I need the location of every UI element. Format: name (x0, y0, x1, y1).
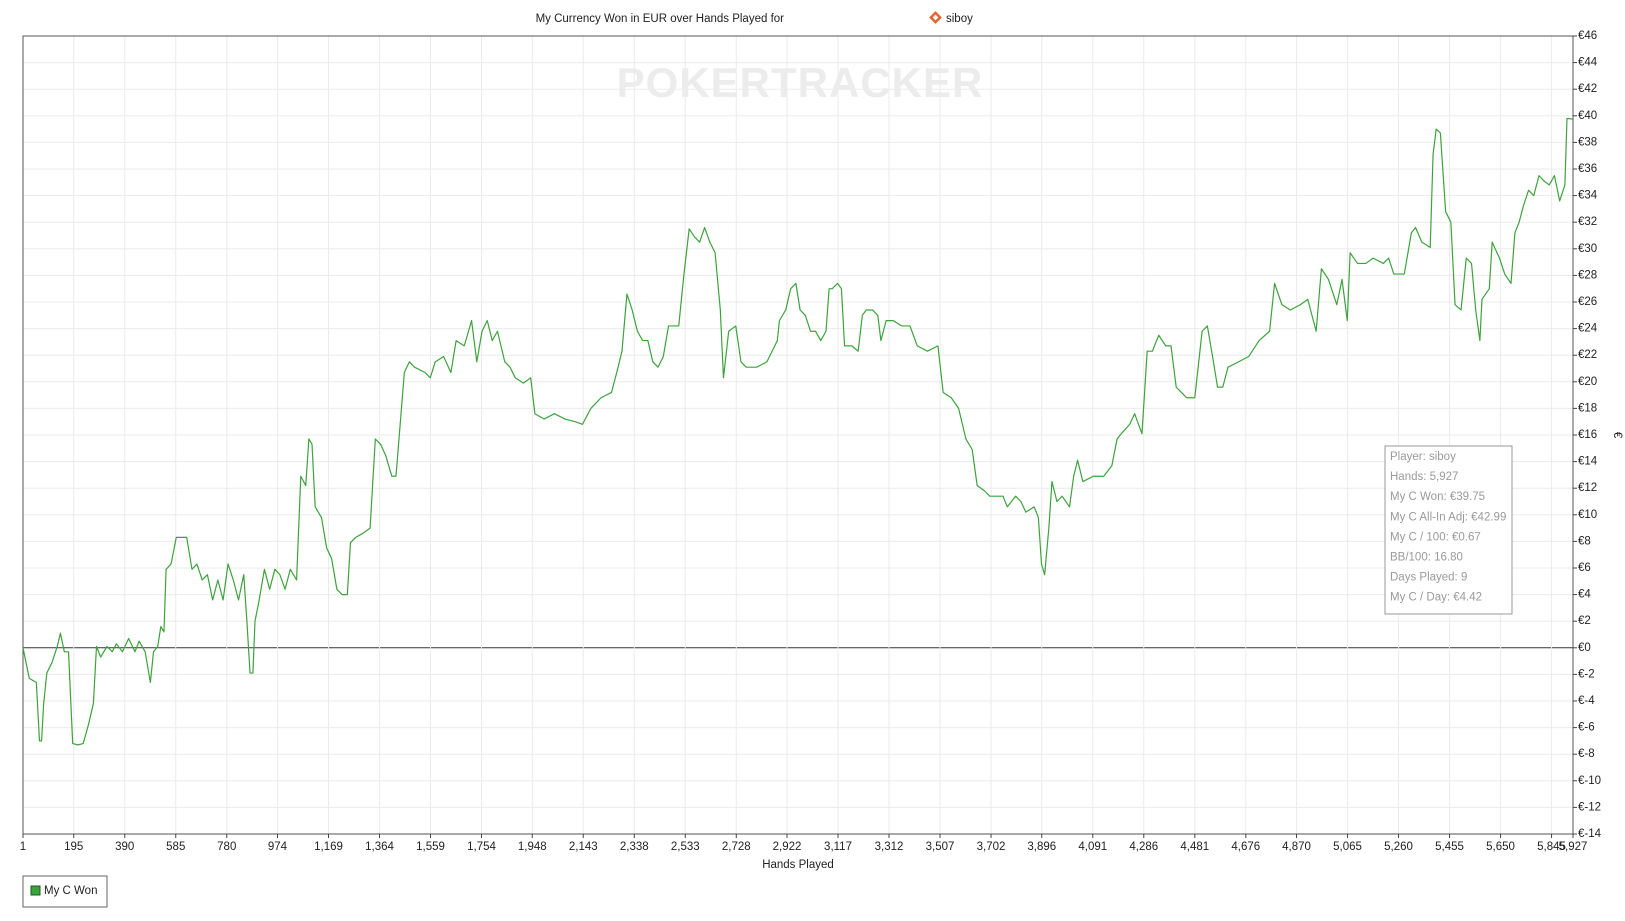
data-line (22, 117, 1574, 746)
y-tick-label: €12 (1578, 482, 1597, 494)
x-tick-label: 3,702 (977, 841, 1006, 853)
y-tick-label: €36 (1578, 163, 1597, 175)
x-tick-label: 5,260 (1384, 841, 1413, 853)
y-tick-label: €2 (1578, 615, 1591, 627)
y-tick-label: €44 (1578, 57, 1598, 69)
x-axis-label: Hands Played (762, 859, 834, 871)
y-tick-label: €-10 (1578, 775, 1601, 787)
y-tick-label: €0 (1578, 642, 1591, 654)
x-tick-label: 5,455 (1435, 841, 1464, 853)
y-tick-label: €4 (1578, 589, 1591, 601)
legend-swatch (30, 885, 41, 896)
tooltip-line: Days Played: 9 (1390, 572, 1467, 584)
y-tick-label: €34 (1578, 190, 1598, 202)
watermark: POKERTRACKER (617, 59, 984, 106)
x-tick-label: 5,845 (1537, 841, 1566, 853)
y-tick-label: €22 (1578, 349, 1597, 361)
tooltip-line: Player: siboy (1390, 451, 1456, 463)
y-tick-label: €28 (1578, 269, 1597, 281)
x-tick-label: 5,927 (1559, 841, 1588, 853)
y-tick-label: €8 (1578, 535, 1591, 547)
x-tick-label: 1,559 (416, 841, 445, 853)
y-tick-label: €-14 (1578, 828, 1602, 840)
x-tick-label: 2,338 (620, 841, 649, 853)
tooltip-line: Hands: 5,927 (1390, 471, 1458, 483)
x-tick-label: 4,481 (1180, 841, 1209, 853)
x-tick-label: 390 (115, 841, 134, 853)
x-tick-label: 4,676 (1231, 841, 1260, 853)
y-tick-label: €-4 (1578, 695, 1595, 707)
x-tick-label: 2,143 (569, 841, 598, 853)
y-tick-label: €46 (1578, 30, 1597, 42)
x-tick-label: 5,065 (1333, 841, 1362, 853)
x-tick-label: 3,896 (1027, 841, 1056, 853)
y-tick-label: €-12 (1578, 801, 1601, 813)
tooltip: Player: siboy Hands: 5,927 My C Won: €39.7… (1390, 451, 1506, 604)
y-tick-label: €-8 (1578, 748, 1595, 760)
x-tick-label: 4,870 (1282, 841, 1311, 853)
y-tick-label: €20 (1578, 376, 1597, 388)
y-tick-label: €26 (1578, 296, 1597, 308)
x-tick-label: 2,728 (722, 841, 751, 853)
x-tick-label: 974 (268, 841, 288, 853)
x-tick-label: 2,533 (671, 841, 700, 853)
x-tick-label: 1,754 (467, 841, 496, 853)
y-tick-label: €18 (1578, 402, 1597, 414)
grid (22, 35, 1574, 835)
y-tick-label: €14 (1578, 456, 1598, 468)
x-tick-label: 4,091 (1078, 841, 1107, 853)
x-tick-label: 1 (20, 841, 26, 853)
x-tick-label: 2,922 (773, 841, 802, 853)
legend-label: My C Won (44, 885, 97, 897)
x-tick-label: 3,117 (824, 841, 852, 853)
chart-title: My Currency Won in EUR over Hands Played… (536, 13, 785, 25)
x-tick-label: 3,312 (875, 841, 904, 853)
y-tick-label: €-2 (1578, 668, 1595, 680)
tooltip-box (1384, 445, 1513, 615)
y-tick-label: €-6 (1578, 722, 1595, 734)
x-tick-label: 4,286 (1129, 841, 1158, 853)
y-tick-label: €38 (1578, 136, 1597, 148)
x-tick-label: 1,169 (314, 841, 343, 853)
x-tick-label: 585 (166, 841, 185, 853)
x-tick-label: 1,948 (518, 841, 547, 853)
tooltip-line: BB/100: 16.80 (1390, 552, 1463, 564)
player-icon (929, 11, 942, 24)
tooltip-line: My C All-In Adj: €42.99 (1390, 511, 1506, 523)
x-tick-label: 195 (64, 841, 83, 853)
y-tick-label: €30 (1578, 243, 1597, 255)
tooltip-line: My C / 100: €0.67 (1390, 531, 1481, 543)
title-player: siboy (946, 13, 973, 25)
tooltip-line: My C / Day: €4.42 (1390, 592, 1482, 604)
x-tick-label: 3,507 (926, 841, 955, 853)
x-tick-label: 780 (217, 841, 236, 853)
y-tick-label: €16 (1578, 429, 1597, 441)
y-tick-label: €40 (1578, 110, 1597, 122)
x-tick-label: 5,650 (1486, 841, 1515, 853)
y-tick-label: €6 (1578, 562, 1591, 574)
y-tick-label: €24 (1578, 323, 1598, 335)
x-tick-label: 1,364 (365, 841, 394, 853)
y-tick-label: €32 (1578, 216, 1597, 228)
tooltip-line: My C Won: €39.75 (1390, 491, 1485, 503)
y-tick-label: €10 (1578, 509, 1597, 521)
y-axis-label: € (1611, 432, 1623, 439)
y-tick-label: €42 (1578, 83, 1597, 95)
